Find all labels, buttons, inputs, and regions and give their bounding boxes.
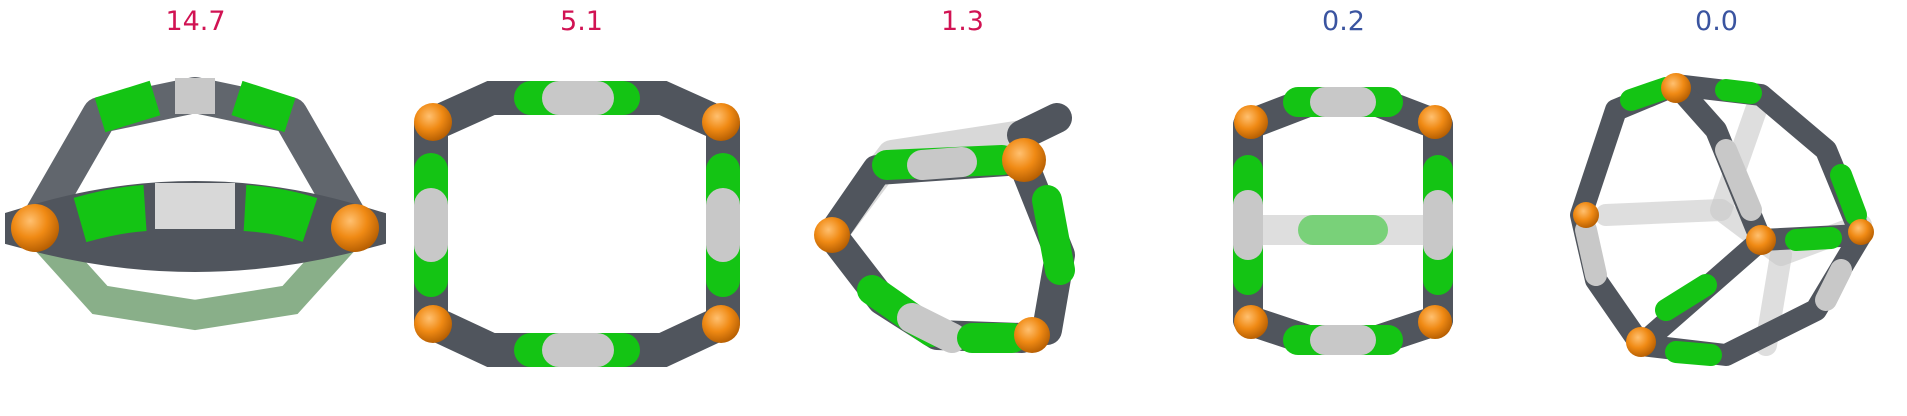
- energy-label: 0.0: [1695, 6, 1738, 37]
- cage-structure-image: [1233, 87, 1453, 355]
- energy-label: 1.3: [941, 6, 984, 37]
- energy-label: 14.7: [165, 6, 226, 37]
- cage-structure-image: [414, 81, 740, 367]
- energy-label: 5.1: [560, 6, 603, 37]
- structure-panel-3: 1.3: [772, 0, 1153, 416]
- structure-panel-1: 14.7: [5, 0, 386, 416]
- structure-panel-2: 5.1: [391, 0, 772, 416]
- cage-structure-image: [814, 103, 1075, 353]
- cage-structure-image: [1570, 73, 1874, 366]
- structure-panel-4: 0.2: [1153, 0, 1534, 416]
- structure-panel-5: 0.0: [1526, 0, 1907, 416]
- energy-label: 0.2: [1322, 6, 1365, 37]
- cage-structure-image: [5, 77, 386, 331]
